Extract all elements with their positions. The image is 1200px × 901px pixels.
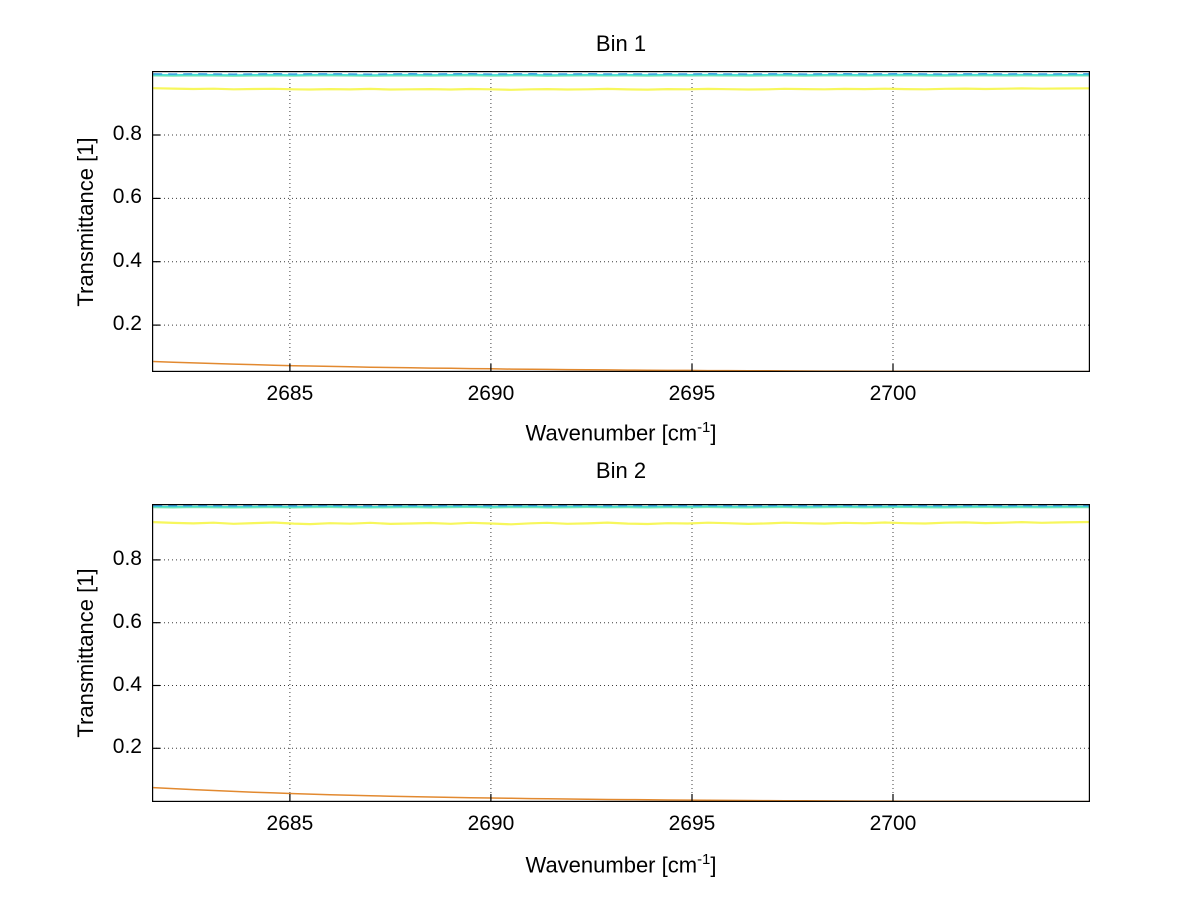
y-tick-label: 0.4	[112, 248, 142, 272]
y-tick-label: 0.2	[112, 735, 142, 759]
x-tick-label: 2685	[266, 812, 314, 835]
x-tick-label: 2690	[467, 812, 515, 835]
y-tick-label: 0.8	[112, 122, 142, 145]
x-tick-label: 2700	[869, 382, 917, 405]
chart-title-bin-1: Bin 1	[595, 31, 647, 56]
series-upper-band-green	[153, 506, 1090, 509]
axes-box	[152, 504, 1090, 802]
y-axis-label-bin-2: Transmittance [1]	[73, 568, 98, 738]
x-axis-label-superscript: -1	[697, 851, 711, 868]
series-upper-band-cyan	[153, 73, 1090, 76]
x-tick-label: 2695	[668, 382, 716, 405]
chart-title-bin-2: Bin 2	[595, 458, 647, 483]
x-tick-label: 2695	[668, 812, 716, 835]
x-axis-label-closing-bracket: ]	[710, 852, 717, 878]
x-tick-label: 2700	[869, 812, 917, 835]
y-tick-label: 0.6	[112, 609, 142, 633]
x-axis-label-bin-1: Wavenumber [cm-1]	[152, 415, 1090, 446]
y-tick-label: 0.8	[112, 546, 142, 570]
x-axis-label-closing-bracket: ]	[710, 420, 717, 446]
x-tick-label: 2685	[266, 382, 314, 405]
series-lower-orange	[153, 786, 1090, 803]
x-axis-label-bin-2: Wavenumber [cm-1]	[152, 847, 1090, 878]
x-axis-label-text: Wavenumber [cm	[525, 852, 698, 878]
plot-svg-1	[152, 504, 1091, 803]
series-upper-band-blue-dashed	[153, 504, 1091, 507]
series-mid-yellow	[153, 87, 1091, 91]
series-lower-orange	[153, 360, 1090, 373]
y-axis-label-bin-1: Transmittance [1]	[73, 137, 98, 307]
y-tick-label: 0.6	[112, 185, 142, 209]
x-axis-label-superscript: -1	[697, 419, 711, 436]
series-upper-band-blue-dashed	[153, 72, 1090, 75]
plot-area-bin-2	[152, 504, 1091, 803]
plot-area-bin-1	[152, 71, 1091, 373]
series-mid-yellow	[153, 520, 1091, 526]
x-axis-label-text: Wavenumber [cm	[525, 420, 698, 446]
axes-box	[152, 71, 1090, 372]
y-tick-label: 0.4	[112, 672, 142, 696]
series-upper-band-green	[153, 74, 1090, 77]
x-tick-label: 2690	[467, 382, 515, 405]
y-tick-label: 0.2	[112, 312, 142, 336]
plot-svg-0	[152, 71, 1091, 373]
